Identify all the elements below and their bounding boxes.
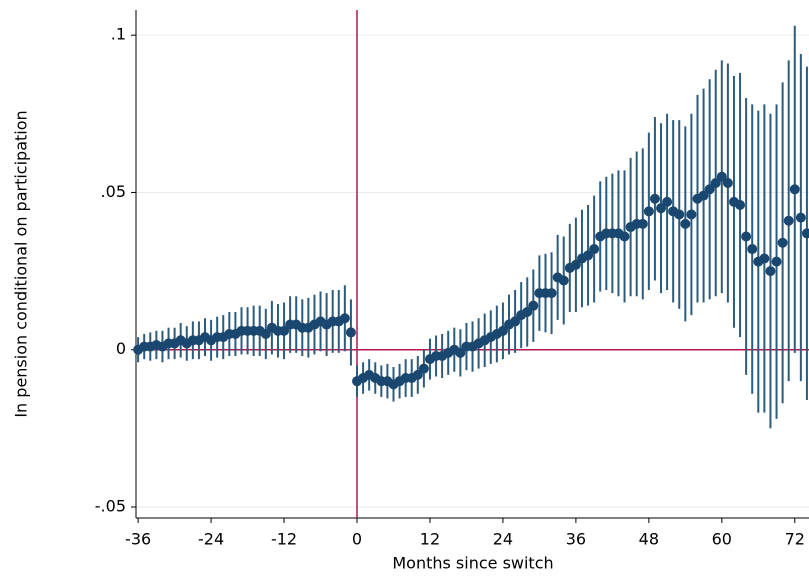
data-point: [735, 200, 746, 211]
data-point: [759, 253, 770, 264]
data-point: [522, 306, 533, 317]
data-point: [765, 266, 776, 277]
y-axis-label: In pension conditional on participation: [12, 110, 31, 417]
data-point: [637, 218, 648, 229]
data-point: [279, 325, 290, 336]
y-tick-label: 0: [116, 339, 126, 358]
data-point: [339, 313, 350, 324]
data-point: [260, 328, 271, 339]
x-axis-label: Months since switch: [392, 554, 553, 573]
data-point: [698, 190, 709, 201]
x-tick-label: 72: [785, 530, 805, 549]
data-point: [510, 316, 521, 327]
data-point: [801, 228, 809, 239]
x-tick-label: 0: [352, 530, 362, 549]
y-tick-label: .05: [101, 182, 126, 201]
data-point: [589, 244, 600, 255]
data-point: [583, 250, 594, 261]
x-tick-label: -24: [198, 530, 224, 549]
data-point: [412, 369, 423, 380]
data-point: [649, 193, 660, 204]
data-point: [497, 325, 508, 336]
data-point: [345, 327, 356, 338]
data-point: [674, 209, 685, 220]
data-point: [747, 244, 758, 255]
data-point: [716, 171, 727, 182]
data-point: [789, 184, 800, 195]
x-tick-label: 12: [420, 530, 440, 549]
data-point: [771, 256, 782, 267]
data-point: [570, 259, 581, 270]
data-point: [528, 300, 539, 311]
x-tick-label: -36: [125, 530, 151, 549]
x-tick-label: 36: [566, 530, 586, 549]
data-point: [662, 196, 673, 207]
data-point: [619, 231, 630, 242]
x-tick-label: -12: [271, 530, 297, 549]
data-point: [710, 178, 721, 189]
data-point: [722, 178, 733, 189]
data-point: [741, 231, 752, 242]
data-point: [418, 363, 429, 374]
y-tick-label: -.05: [95, 496, 126, 515]
data-point: [795, 212, 806, 223]
x-tick-label: 60: [712, 530, 732, 549]
data-point: [777, 237, 788, 248]
data-point: [455, 347, 466, 358]
x-tick-label: 24: [493, 530, 513, 549]
data-point: [686, 209, 697, 220]
data-point: [558, 275, 569, 286]
x-tick-label: 48: [639, 530, 659, 549]
data-point: [656, 203, 667, 214]
data-point: [643, 206, 654, 217]
data-point: [680, 218, 691, 229]
data-point: [546, 288, 557, 299]
y-tick-label: .1: [111, 25, 126, 44]
data-point: [704, 184, 715, 195]
data-point: [783, 215, 794, 226]
